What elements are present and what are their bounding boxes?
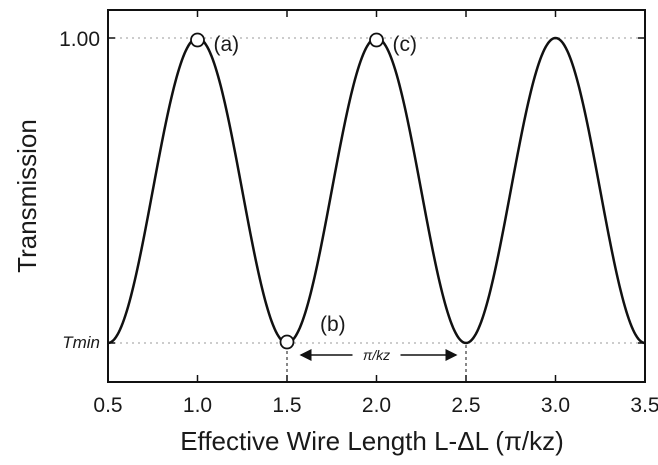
marker-1 <box>279 334 295 350</box>
marker-label-2: (c) <box>393 33 418 56</box>
y-tick-label-1: 1.00 <box>59 28 100 51</box>
x-axis-title: Effective Wire Length L-ΔL (π/kz) <box>180 426 564 456</box>
transmission-curve <box>107 36 646 345</box>
plot-frame <box>107 9 646 383</box>
interval-label: π/kz <box>363 347 390 363</box>
interval-label-background <box>352 345 401 363</box>
marker-label-0: (a) <box>214 33 240 56</box>
marker-0 <box>190 32 205 48</box>
point-markers: (a) (b) (c) <box>190 32 418 350</box>
y-axis-ticks: Tmin 1.00 <box>59 28 645 352</box>
y-axis-title: Transmission <box>12 119 42 273</box>
x-tick-label-3: 2.0 <box>362 394 391 417</box>
x-tick-label-1: 1.0 <box>183 394 212 417</box>
x-tick-label-5: 3.0 <box>541 394 570 417</box>
x-tick-label-4: 2.5 <box>451 394 480 417</box>
y-tick-label-0: Tmin <box>62 333 100 352</box>
x-tick-label-0: 0.5 <box>93 394 122 417</box>
x-axis-ticks: 0.5 1.0 1.5 2.0 2.5 3.0 3.5 <box>93 10 658 417</box>
marker-2 <box>369 32 384 48</box>
marker-label-1: (b) <box>320 313 346 336</box>
x-tick-label-2: 1.5 <box>272 394 301 417</box>
x-tick-label-6: 3.5 <box>630 394 658 417</box>
